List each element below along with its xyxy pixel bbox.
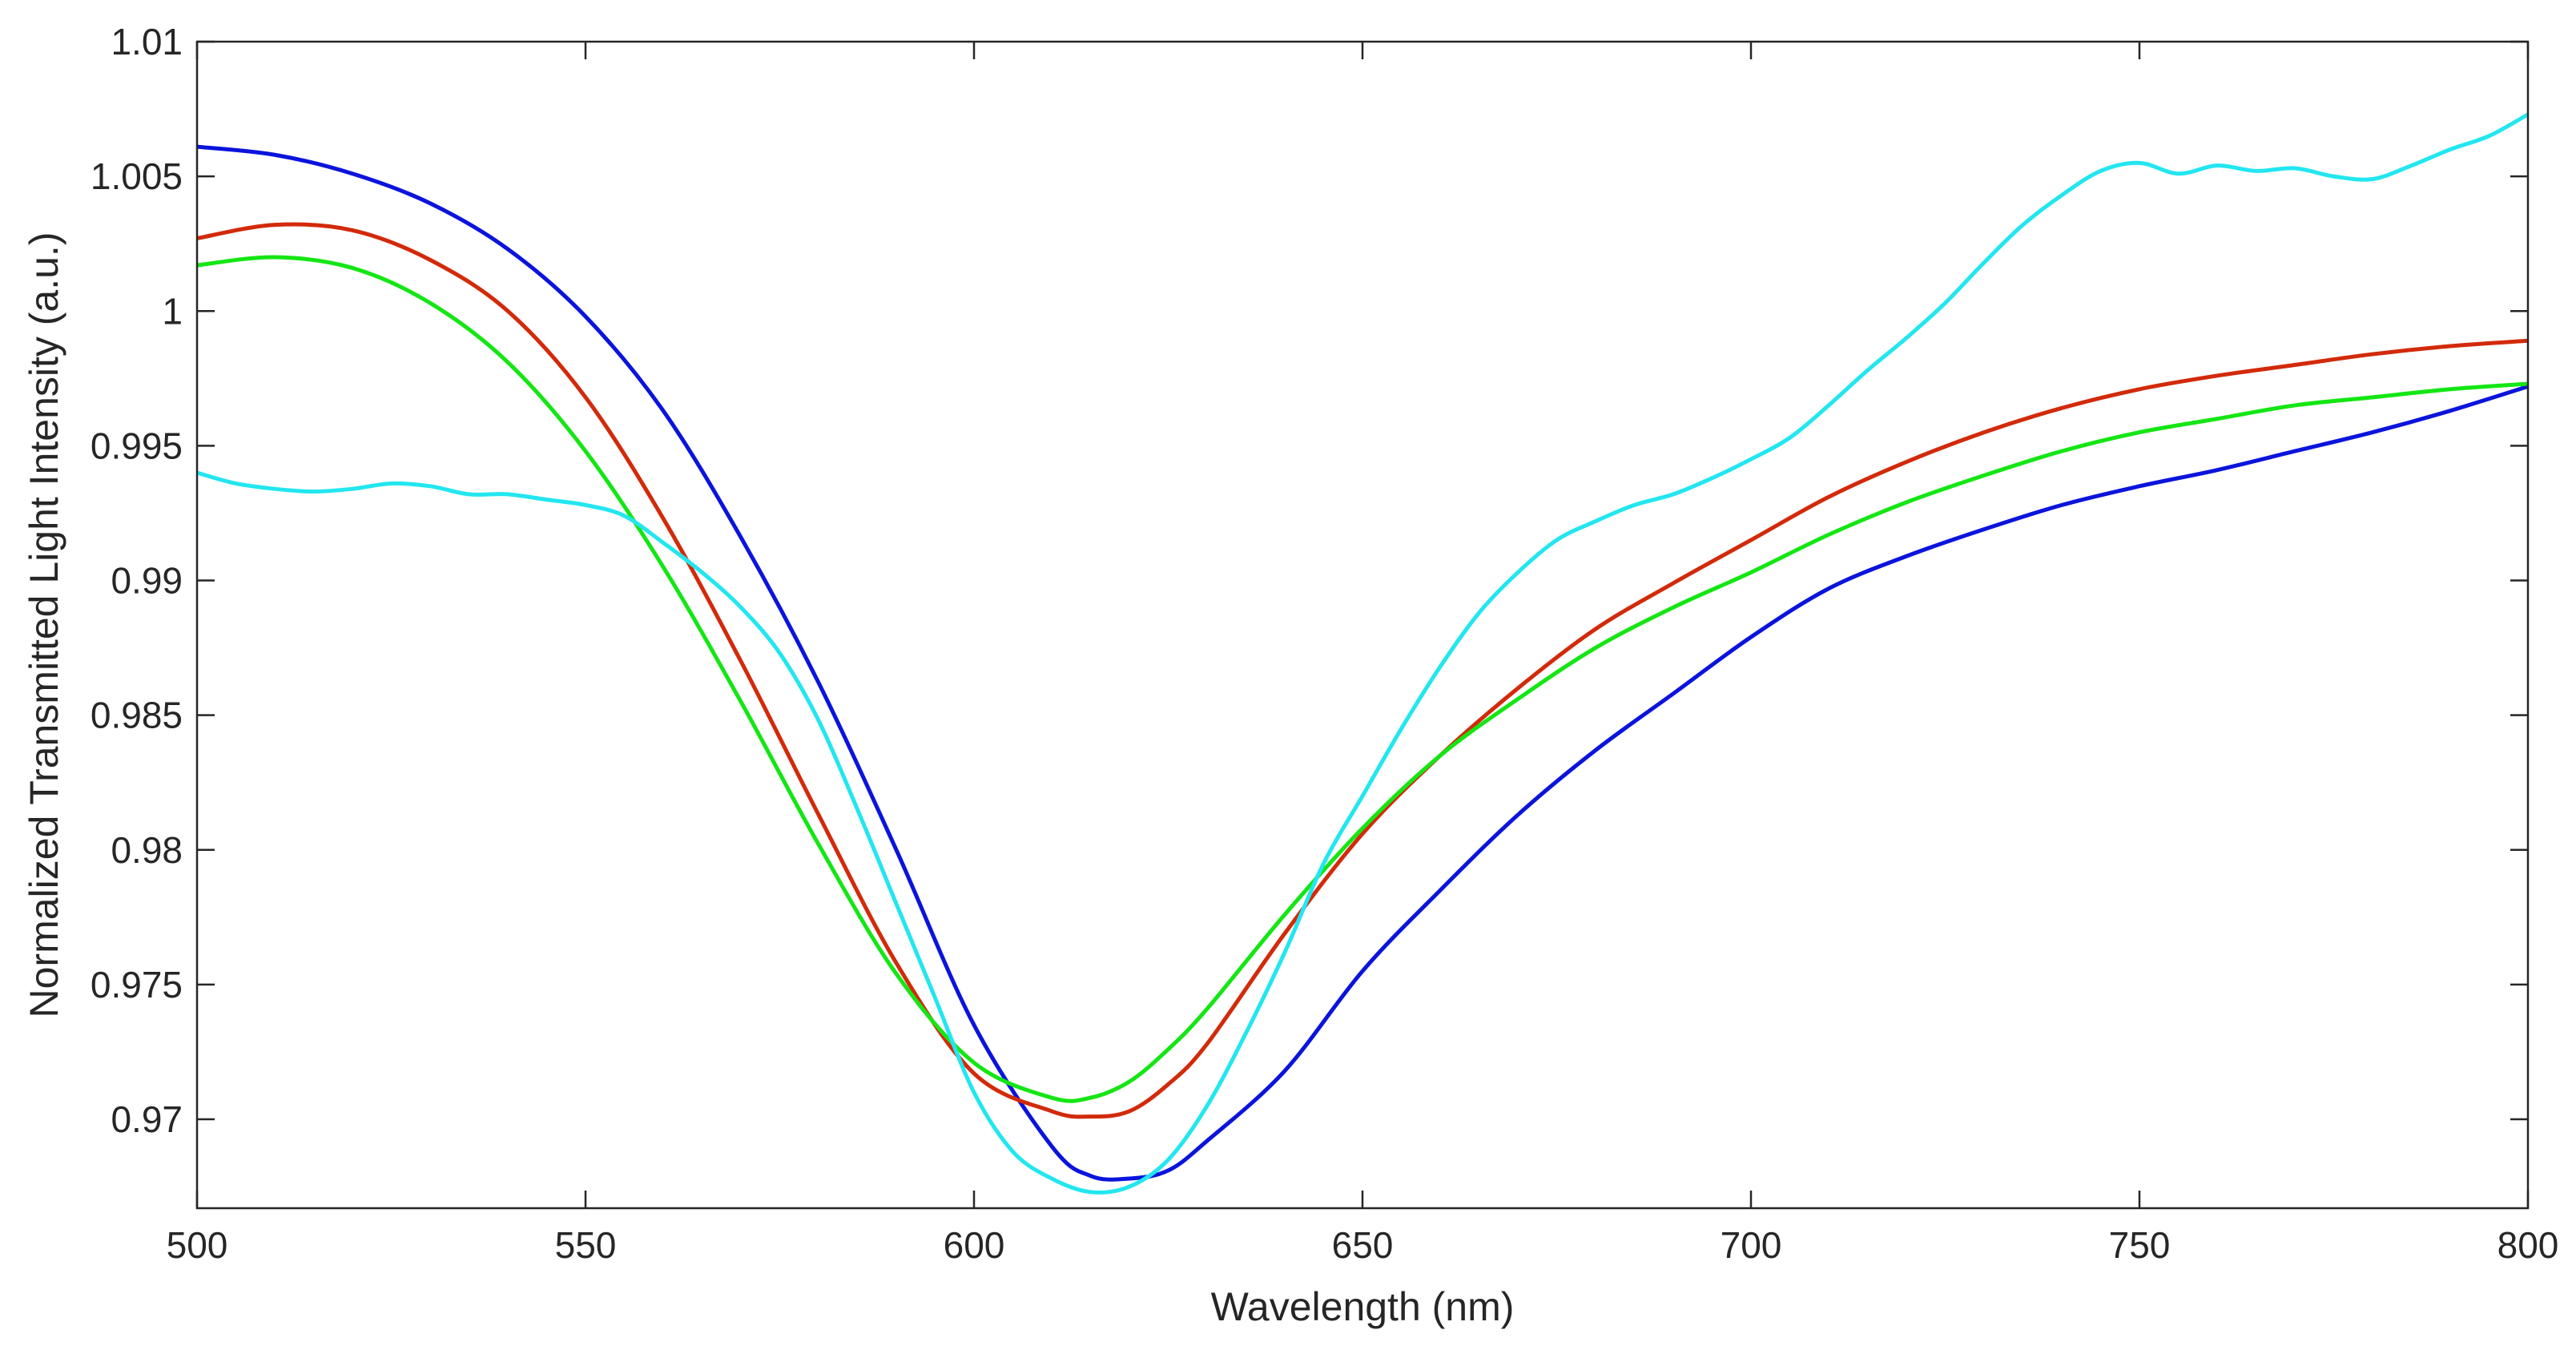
y-tick-label: 0.975	[91, 964, 183, 1005]
x-tick-label: 550	[555, 1224, 617, 1266]
x-axis-title: Wavelength (nm)	[1211, 1284, 1515, 1329]
y-tick-label: 1	[162, 290, 183, 332]
series-line-blue	[197, 144, 2528, 1182]
x-tick-label: 600	[944, 1224, 1005, 1266]
y-tick-label: 0.97	[111, 1098, 183, 1140]
y-axis-title: Normalized Transmitted Light Intensity (…	[22, 232, 66, 1018]
x-tick-label: 800	[2498, 1224, 2559, 1266]
x-tick-label: 700	[1721, 1224, 1782, 1266]
y-tick-label: 0.99	[111, 560, 183, 602]
series-line-red	[197, 222, 2528, 1119]
y-tick-label: 0.995	[91, 425, 183, 466]
series-line-green	[197, 255, 2528, 1103]
x-tick-label: 500	[167, 1224, 228, 1266]
ticks-layer: 500 550 600 650 700 750 800 0.97 0.975 0.98 0.985 0…	[91, 21, 2559, 1266]
x-tick-label: 750	[2109, 1224, 2171, 1266]
series-line-cyan	[197, 112, 2528, 1195]
y-tick-label: 1.01	[111, 21, 183, 62]
y-tick-label: 0.98	[111, 829, 183, 871]
y-tick-label: 0.985	[91, 695, 183, 736]
y-tick-label: 1.005	[91, 155, 183, 197]
series-layer	[197, 112, 2528, 1195]
x-tick-label: 650	[1332, 1224, 1394, 1266]
